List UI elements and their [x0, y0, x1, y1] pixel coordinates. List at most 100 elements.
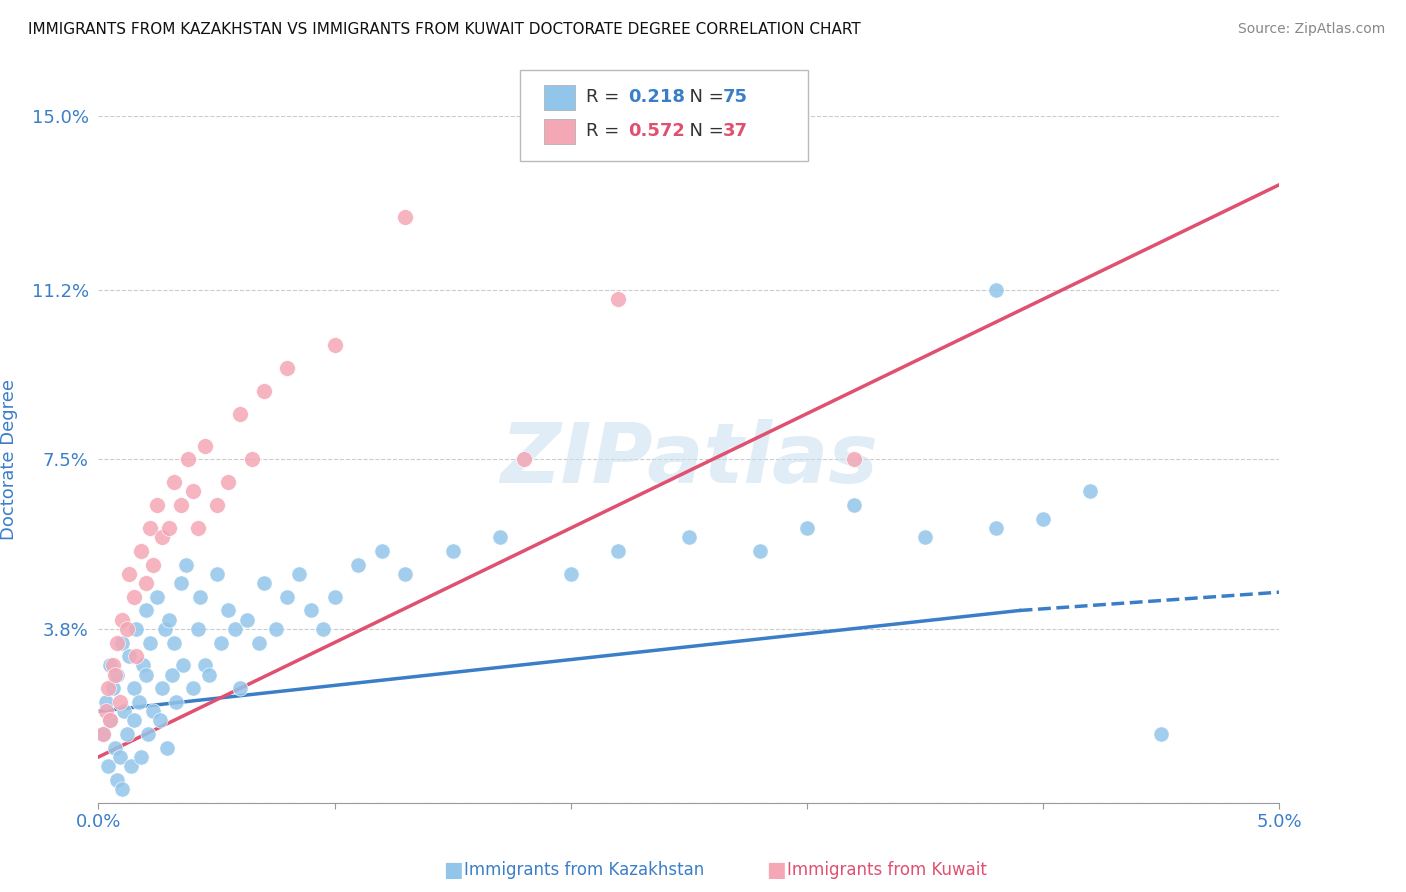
- Point: [512, 452, 534, 467]
- Point: [174, 558, 197, 572]
- Point: [139, 521, 162, 535]
- Point: [253, 384, 276, 398]
- Point: [121, 759, 143, 773]
- Point: [198, 667, 221, 681]
- Point: [560, 566, 582, 581]
- Point: [153, 622, 176, 636]
- Point: [914, 530, 936, 544]
- Point: [122, 681, 145, 696]
- Point: [150, 681, 173, 696]
- Point: [112, 704, 135, 718]
- Point: [157, 613, 180, 627]
- Point: [163, 635, 186, 649]
- Point: [188, 590, 211, 604]
- Text: N =: N =: [678, 122, 730, 140]
- Point: [122, 714, 145, 728]
- Point: [142, 558, 165, 572]
- Point: [101, 681, 124, 696]
- Point: [1150, 727, 1173, 741]
- Point: [91, 727, 114, 741]
- Point: [101, 658, 124, 673]
- Text: 0.218: 0.218: [628, 88, 686, 106]
- Point: [104, 667, 127, 681]
- Point: [796, 521, 818, 535]
- Point: [394, 210, 416, 224]
- Point: [165, 695, 187, 709]
- Point: [163, 475, 186, 490]
- Point: [94, 704, 117, 718]
- Point: [104, 740, 127, 755]
- Point: [157, 521, 180, 535]
- Text: Source: ZipAtlas.com: Source: ZipAtlas.com: [1237, 22, 1385, 37]
- Point: [187, 622, 209, 636]
- Point: [253, 576, 276, 591]
- Point: [142, 704, 165, 718]
- Point: [160, 667, 183, 681]
- Point: [122, 590, 145, 604]
- Point: [125, 622, 148, 636]
- Point: [217, 475, 239, 490]
- Point: [247, 635, 270, 649]
- Point: [118, 649, 141, 664]
- Point: [209, 635, 232, 649]
- Point: [205, 566, 228, 581]
- Point: [105, 635, 128, 649]
- Text: 75: 75: [723, 88, 748, 106]
- Point: [236, 613, 259, 627]
- Point: [97, 681, 120, 696]
- Text: Immigrants from Kuwait: Immigrants from Kuwait: [787, 861, 987, 879]
- Point: [129, 544, 152, 558]
- Point: [94, 695, 117, 709]
- Point: [748, 544, 770, 558]
- Point: [299, 603, 322, 617]
- Point: [135, 603, 157, 617]
- Point: [217, 603, 239, 617]
- Point: [240, 452, 263, 467]
- Point: [181, 484, 204, 499]
- Point: [347, 558, 370, 572]
- Point: [132, 658, 155, 673]
- Point: [1080, 484, 1102, 499]
- Point: [264, 622, 287, 636]
- Point: [97, 759, 120, 773]
- Point: [607, 544, 630, 558]
- Point: [229, 407, 252, 421]
- Point: [170, 498, 193, 512]
- Point: [156, 740, 179, 755]
- Point: [489, 530, 512, 544]
- Point: [288, 566, 311, 581]
- Point: [149, 714, 172, 728]
- Point: [172, 658, 194, 673]
- Point: [136, 727, 159, 741]
- Text: Immigrants from Kazakhstan: Immigrants from Kazakhstan: [464, 861, 704, 879]
- Point: [139, 635, 162, 649]
- Point: [224, 622, 246, 636]
- Point: [607, 292, 630, 306]
- Point: [205, 498, 228, 512]
- Text: ■: ■: [443, 860, 463, 880]
- Point: [115, 727, 138, 741]
- Point: [146, 590, 169, 604]
- Text: N =: N =: [678, 88, 730, 106]
- Point: [394, 566, 416, 581]
- Point: [115, 622, 138, 636]
- Point: [276, 360, 298, 375]
- Y-axis label: Doctorate Degree: Doctorate Degree: [0, 379, 18, 540]
- Text: R =: R =: [586, 88, 626, 106]
- Point: [678, 530, 700, 544]
- Point: [98, 658, 121, 673]
- Point: [177, 452, 200, 467]
- Text: 0.572: 0.572: [628, 122, 685, 140]
- Point: [118, 566, 141, 581]
- Point: [98, 714, 121, 728]
- Point: [170, 576, 193, 591]
- Text: R =: R =: [586, 122, 626, 140]
- Point: [1032, 512, 1054, 526]
- Point: [111, 782, 134, 797]
- Point: [128, 695, 150, 709]
- Text: ■: ■: [766, 860, 786, 880]
- Point: [371, 544, 394, 558]
- Point: [323, 590, 346, 604]
- Text: ZIPatlas: ZIPatlas: [501, 419, 877, 500]
- Point: [194, 658, 217, 673]
